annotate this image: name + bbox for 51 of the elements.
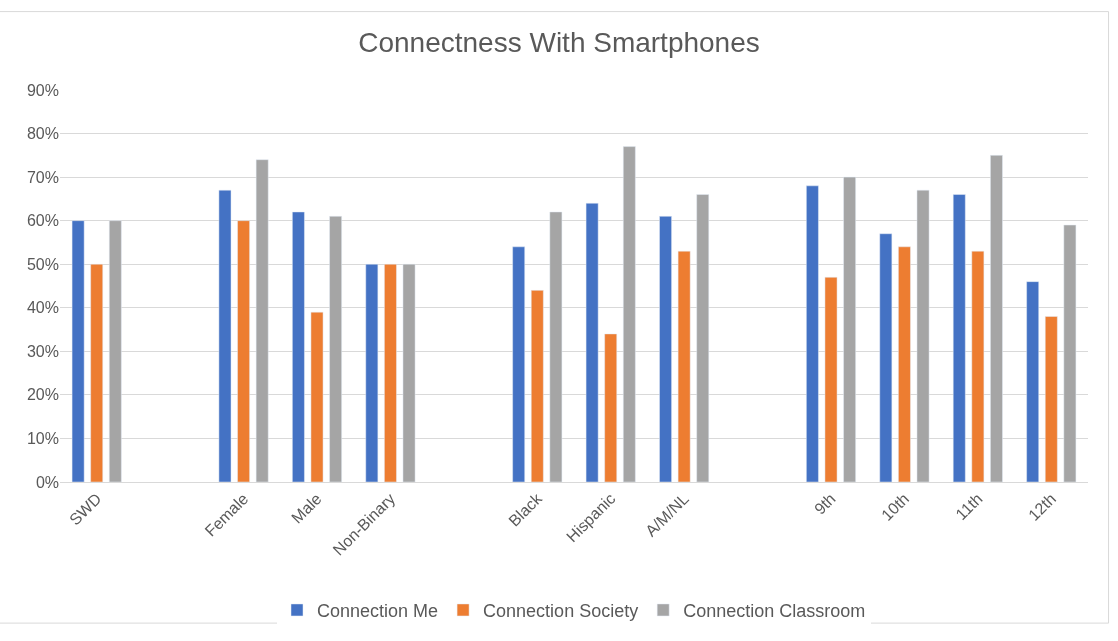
bar	[402, 263, 416, 482]
bar	[898, 246, 911, 482]
bar	[659, 216, 672, 482]
bar	[90, 263, 104, 482]
chart-title: Connectness With Smartphones	[358, 26, 760, 58]
y-tick-label: 0%	[35, 473, 59, 491]
bar	[530, 290, 544, 482]
bar	[255, 159, 269, 482]
bar	[879, 233, 893, 482]
y-tick-label: 10%	[26, 430, 59, 448]
bar	[237, 220, 250, 482]
bar	[512, 246, 525, 482]
bar	[365, 263, 379, 482]
bar	[218, 189, 232, 482]
bar	[1026, 281, 1039, 482]
legend-label: Connection Classroom	[683, 600, 866, 621]
bar	[696, 194, 710, 482]
bar	[71, 220, 85, 482]
bar	[843, 176, 856, 482]
bar	[916, 189, 930, 482]
bar	[329, 216, 342, 482]
bar	[1063, 224, 1077, 482]
bar	[824, 277, 838, 482]
bar	[109, 220, 122, 482]
bar	[806, 185, 819, 482]
y-tick-label: 50%	[26, 255, 59, 273]
legend-label: Connection Society	[483, 600, 639, 621]
y-tick-label: 40%	[26, 299, 59, 317]
bar	[990, 155, 1003, 482]
y-tick-label: 20%	[26, 386, 59, 404]
y-tick-label: 30%	[26, 342, 59, 360]
y-tick-label: 80%	[26, 125, 59, 143]
legend-label: Connection Me	[317, 600, 439, 621]
bar	[549, 211, 563, 482]
y-tick-label: 60%	[26, 212, 59, 230]
y-tick-label: 70%	[26, 168, 59, 186]
bar	[292, 211, 305, 482]
x-tick-label: 10th	[878, 489, 913, 524]
bar	[952, 194, 966, 482]
bar	[623, 146, 636, 482]
y-tick-label: 90%	[26, 81, 59, 99]
bar	[384, 263, 397, 482]
x-tick-label: 12th	[1025, 489, 1060, 524]
bar	[1044, 316, 1058, 482]
bar	[585, 202, 599, 482]
bar	[971, 250, 985, 482]
bar	[677, 250, 691, 482]
bar	[310, 311, 324, 482]
x-tick-label: 9th	[811, 489, 839, 518]
x-tick-label: 11th	[952, 489, 986, 524]
bar	[604, 333, 618, 482]
